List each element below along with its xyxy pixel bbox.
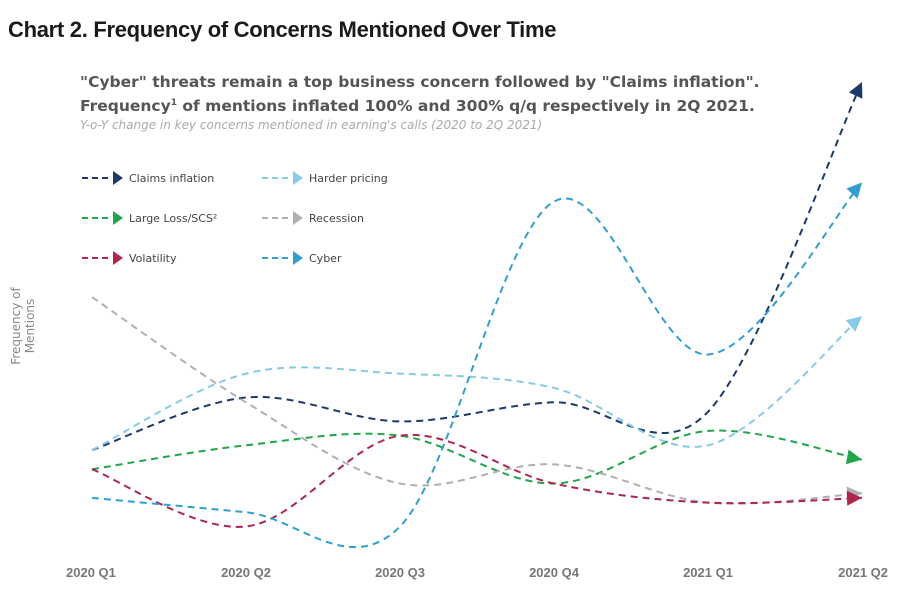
legend-arrow-icon	[113, 251, 123, 265]
headline-line-2-end: of mentions inflated 100% and 300% q/q r…	[177, 97, 755, 116]
series-line-harder-pricing	[91, 315, 863, 451]
legend: Claims inflation Harder pricing Large Loss…	[82, 171, 388, 265]
x-tick-label-2020-q1: 2020 Q1	[66, 565, 116, 580]
legend-label-harder-pricing: Harder pricing	[309, 172, 388, 185]
footnote-marker: 1	[170, 98, 177, 108]
legend-label-claims-inflation: Claims inflation	[129, 172, 214, 185]
x-tick-label-2020-q3: 2020 Q3	[375, 565, 425, 580]
x-tick-label-2021-q2: 2021 Q2	[838, 565, 888, 580]
chart-headline: "Cyber" threats remain a top business co…	[80, 72, 760, 117]
plot-area	[91, 81, 863, 549]
series-line-large-loss-scs	[91, 429, 863, 485]
series-recession	[91, 296, 863, 505]
data-point-cyber-2021-q2-arrowhead	[846, 182, 862, 199]
data-point-volatility-2021-q2-arrowhead	[846, 490, 862, 506]
data-point-volatility-2020-q2	[244, 525, 248, 529]
series-line-cyber	[91, 181, 863, 549]
x-axis: 2020 Q1 2020 Q2 2020 Q3 2020 Q4 2021 Q1 2021 …	[66, 565, 888, 580]
legend-item-cyber: Cyber	[262, 251, 342, 265]
chart-subtitle: Y-o-Y change in key concerns mentioned i…	[80, 118, 543, 132]
legend-label-recession: Recession	[309, 212, 364, 225]
x-tick-label-2021-q1: 2021 Q1	[683, 565, 733, 580]
data-point-claims-inflation-2021-q2-arrowhead	[848, 82, 863, 99]
legend-item-claims-inflation: Claims inflation	[82, 171, 214, 185]
legend-label-cyber: Cyber	[309, 252, 342, 265]
headline-line-1: "Cyber" threats remain a top business co…	[80, 73, 760, 91]
legend-arrow-icon	[113, 171, 123, 185]
legend-arrow-icon	[293, 211, 303, 225]
series-line-recession	[91, 296, 863, 505]
series-line-volatility	[91, 433, 863, 528]
headline-line-2: Frequency1 of mentions inflated 100% and…	[80, 93, 760, 117]
headline-line-2-start: Frequency	[80, 97, 171, 116]
data-point-large-loss-scs-2021-q2-arrowhead	[845, 449, 862, 465]
x-tick-label-2020-q2: 2020 Q2	[221, 565, 271, 580]
series-claims-inflation	[91, 81, 863, 452]
legend-item-large-loss-scs: Large Loss/SCS²	[82, 211, 217, 225]
series-large-loss-scs	[91, 429, 863, 485]
series-cyber	[91, 181, 863, 549]
legend-arrow-icon	[113, 211, 123, 225]
legend-item-harder-pricing: Harder pricing	[262, 171, 388, 185]
legend-item-volatility: Volatility	[82, 251, 177, 265]
legend-label-volatility: Volatility	[129, 252, 177, 265]
x-tick-label-2020-q4: 2020 Q4	[529, 565, 580, 580]
legend-item-recession: Recession	[262, 211, 364, 225]
legend-label-large-loss-scs: Large Loss/SCS²	[129, 212, 217, 225]
legend-arrow-icon	[293, 251, 303, 265]
series-line-claims-inflation	[91, 81, 863, 452]
legend-arrow-icon	[293, 171, 303, 185]
data-point-harder-pricing-2021-q2-arrowhead	[845, 316, 862, 332]
series-harder-pricing	[91, 315, 863, 451]
series-volatility	[91, 433, 863, 529]
chart-heading: Chart 2. Frequency of Concerns Mentioned…	[8, 17, 557, 42]
